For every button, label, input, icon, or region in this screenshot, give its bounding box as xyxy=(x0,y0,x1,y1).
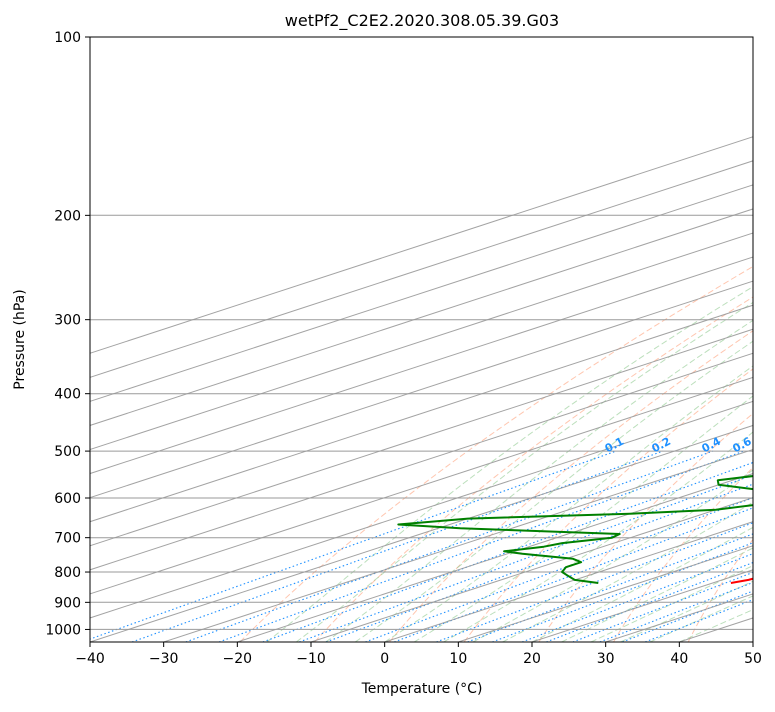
x-tick-label: −30 xyxy=(149,651,179,667)
y-tick-label: 600 xyxy=(54,491,81,507)
y-tick-label: 700 xyxy=(54,531,81,547)
x-tick-label: 20 xyxy=(523,651,541,667)
y-tick-label: 500 xyxy=(54,444,81,460)
y-tick-label: 300 xyxy=(54,313,81,329)
x-axis-label: Temperature (°C) xyxy=(361,681,483,697)
y-tick-label: 900 xyxy=(54,595,81,611)
x-tick-label: −40 xyxy=(75,651,105,667)
y-axis-label: Pressure (hPa) xyxy=(12,289,28,389)
x-tick-label: −10 xyxy=(296,651,326,667)
x-tick-label: 30 xyxy=(597,651,615,667)
y-tick-label: 100 xyxy=(54,30,81,46)
x-tick-label: 50 xyxy=(744,651,762,667)
x-tick-label: 40 xyxy=(670,651,688,667)
y-tick-label: 800 xyxy=(54,565,81,581)
y-tick-label: 200 xyxy=(54,208,81,224)
x-tick-label: 0 xyxy=(380,651,389,667)
chart-title: wetPf2_C2E2.2020.308.05.39.G03 xyxy=(285,11,559,31)
x-tick-label: 10 xyxy=(449,651,467,667)
y-tick-label: 1000 xyxy=(45,622,81,638)
y-tick-label: 400 xyxy=(54,387,81,403)
x-tick-label: −20 xyxy=(223,651,253,667)
